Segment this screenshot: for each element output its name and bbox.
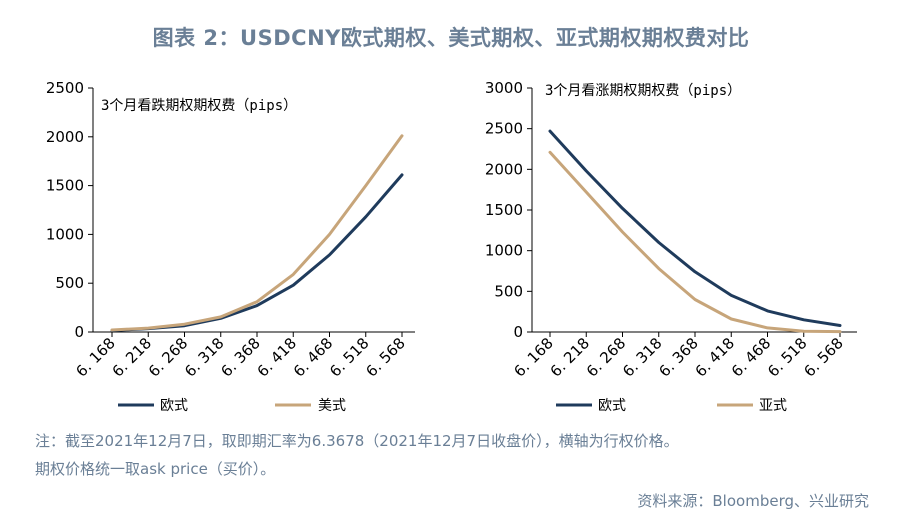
call-x-tick-label: 6. 168 <box>510 334 556 380</box>
figure-title: 图表 2：USDCNY欧式期权、美式期权、亚式期权期权费对比 <box>152 26 750 50</box>
call-x-tick-label: 6. 468 <box>728 334 774 380</box>
call-legend-label-1: 欧式 <box>598 398 626 414</box>
put-y-tick-label: 2500 <box>46 79 84 97</box>
call-y-tick-label: 1000 <box>485 242 523 260</box>
call-x-tick-label: 6. 518 <box>764 334 810 380</box>
call-series-line-2 <box>548 150 842 334</box>
put-legend-label-1: 欧式 <box>160 398 188 414</box>
call-x-tick-label: 6. 218 <box>547 334 593 380</box>
call-y-tick-label: 1500 <box>485 201 523 219</box>
note-line-2: 期权价格统一取ask price（买价）。 <box>35 460 276 478</box>
call-y-tick-label: 2000 <box>485 160 523 178</box>
put-series-line-2 <box>110 134 404 332</box>
call-x-tick-label: 6. 568 <box>800 334 846 380</box>
call-legend-label-2: 亚式 <box>759 398 787 414</box>
put-y-tick-label: 2000 <box>46 128 84 146</box>
call-x-tick-label: 6. 418 <box>692 334 738 380</box>
put-y-tick-label: 500 <box>55 274 84 292</box>
call-x-tick-label: 6. 318 <box>619 334 665 380</box>
call-y-tick-label: 3000 <box>485 79 523 97</box>
call-y-tick-label: 500 <box>494 282 523 300</box>
source-text: 资料来源：Bloomberg、兴业研究 <box>637 492 869 510</box>
call-series-line-1 <box>548 129 842 327</box>
put-y-tick-label: 0 <box>74 323 84 341</box>
call-x-tick-label: 6. 368 <box>655 334 701 380</box>
put-y-tick-label: 1000 <box>46 225 84 243</box>
call-y-tick-label: 0 <box>513 323 523 341</box>
call-chart-title: 3个月看涨期权期权费（pips） <box>545 83 741 99</box>
call-x-tick-label: 6. 268 <box>583 334 629 380</box>
put-legend-label-2: 美式 <box>318 398 346 414</box>
note-line-1: 注：截至2021年12月7日，取即期汇率为6.3678（2021年12月7日收盘… <box>35 432 679 450</box>
put-chart-title: 3个月看跌期权期权费（pips） <box>101 98 297 114</box>
put-y-tick-label: 1500 <box>46 177 84 195</box>
call-y-tick-label: 2500 <box>485 120 523 138</box>
